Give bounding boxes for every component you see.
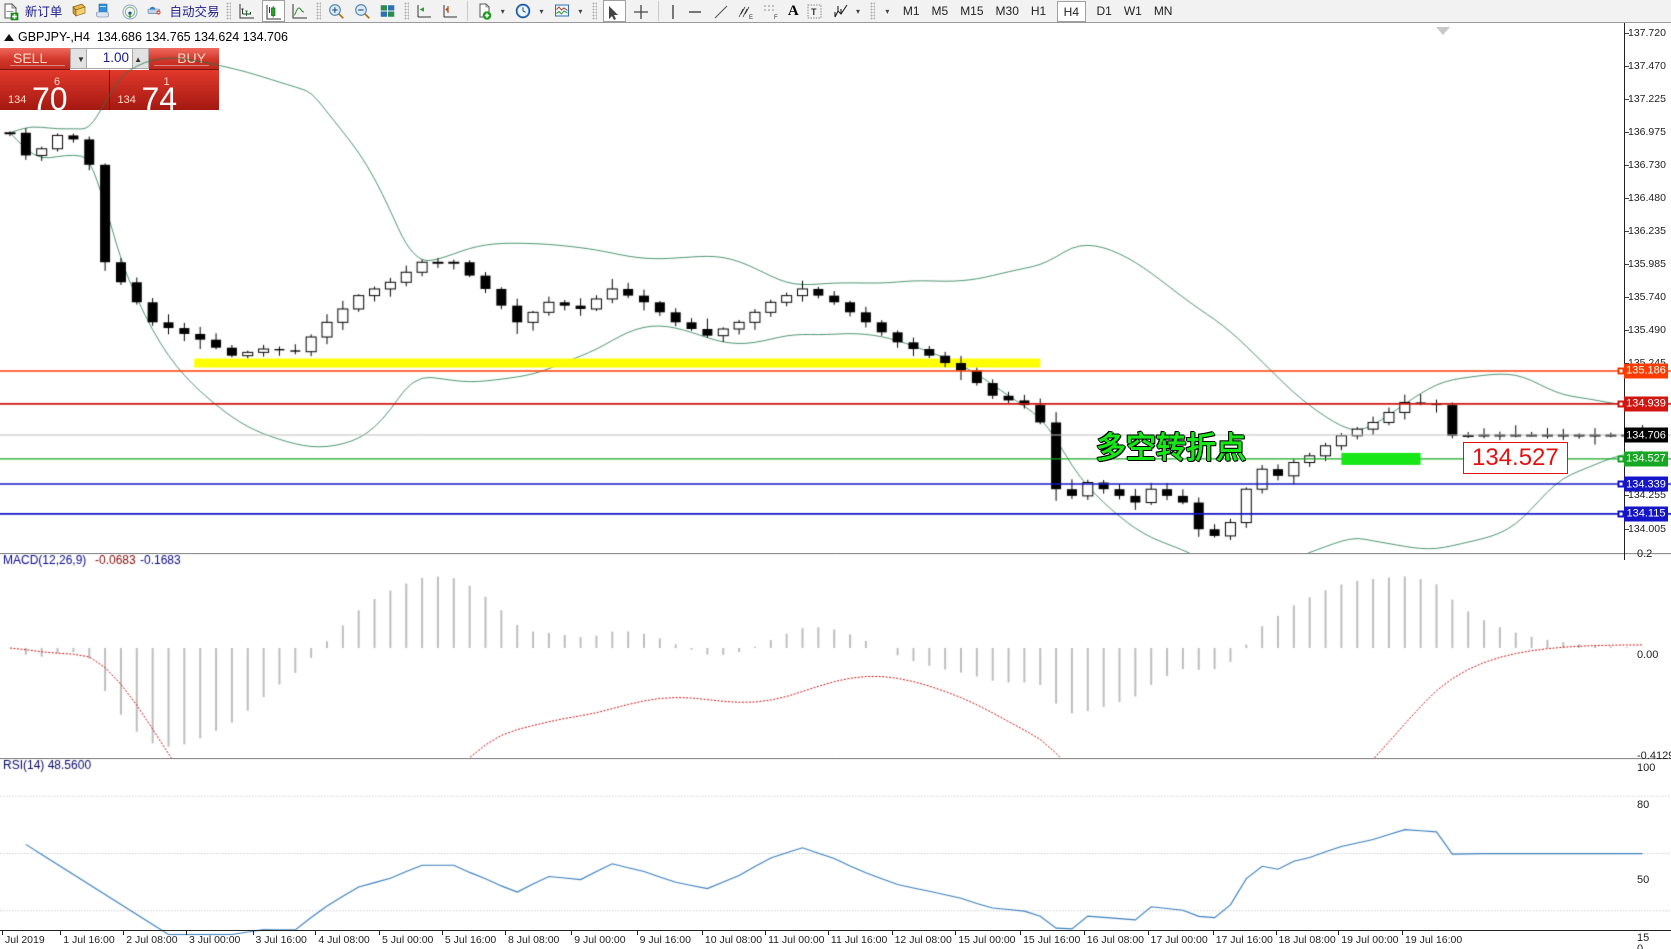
svg-text:T: T <box>811 7 817 17</box>
svg-text:E: E <box>749 15 753 21</box>
svg-text:F: F <box>774 15 778 21</box>
